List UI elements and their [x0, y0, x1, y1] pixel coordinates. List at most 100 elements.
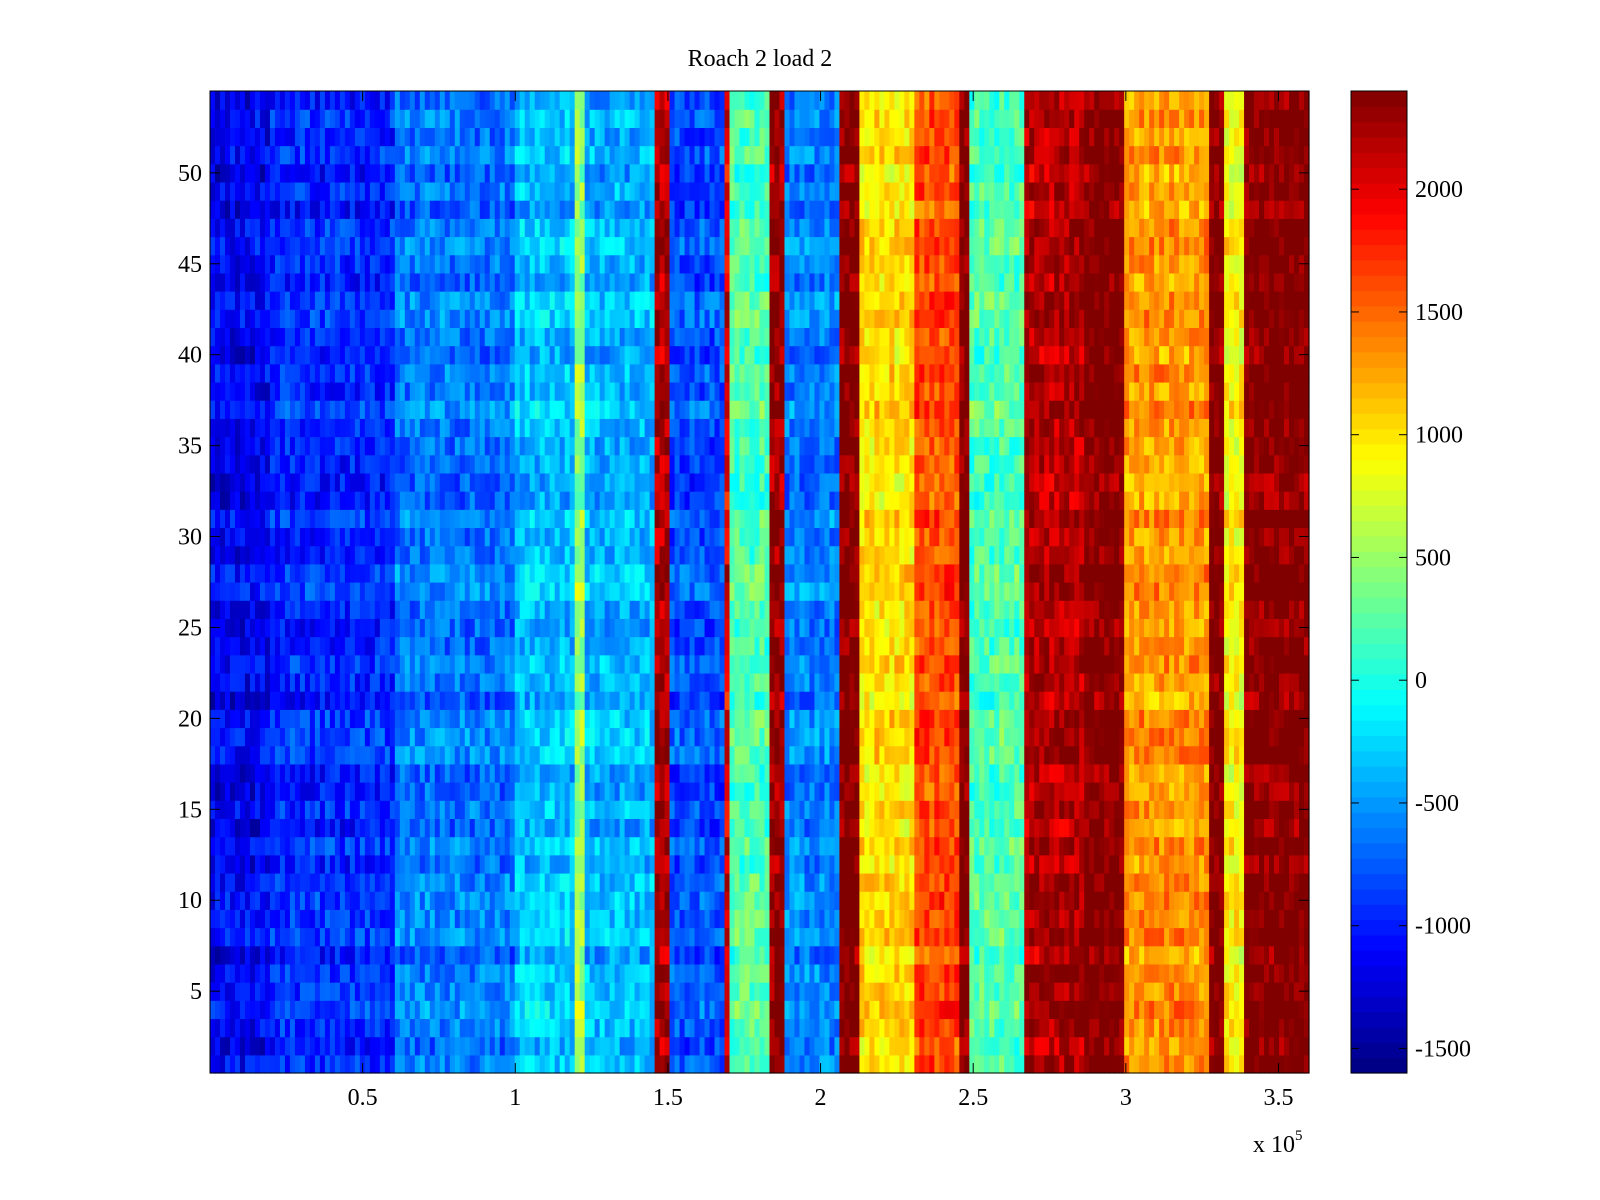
- heatmap-cell: [224, 945, 231, 965]
- heatmap-cell: [384, 691, 391, 710]
- heatmap-cell: [364, 691, 371, 710]
- heatmap-cell: [669, 818, 676, 838]
- heatmap-cell: [409, 563, 416, 583]
- heatmap-cell: [624, 527, 631, 547]
- heatmap-cell: [429, 127, 436, 147]
- heatmap-cell: [319, 854, 326, 874]
- heatmap-cell: [414, 854, 421, 874]
- heatmap-cell: [394, 891, 401, 910]
- heatmap-cell: [274, 145, 281, 165]
- heatmap-cell: [469, 254, 476, 274]
- heatmap-cell: [529, 727, 536, 747]
- heatmap-cell: [389, 982, 396, 1001]
- heatmap-cell: [389, 672, 396, 692]
- heatmap-cell: [599, 272, 606, 292]
- heatmap-cell: [304, 127, 311, 147]
- heatmap-cell: [364, 1000, 371, 1020]
- heatmap-cell: [264, 582, 271, 601]
- heatmap-cell: [344, 727, 351, 747]
- heatmap-cell: [419, 109, 426, 128]
- heatmap-cell: [659, 800, 666, 820]
- heatmap-cell: [614, 491, 621, 510]
- heatmap-cell: [299, 691, 306, 710]
- heatmap-cell: [229, 345, 236, 365]
- heatmap-cell: [499, 709, 506, 729]
- heatmap-cell: [589, 272, 596, 292]
- heatmap-cell: [499, 1054, 506, 1074]
- heatmap-cell: [454, 1018, 461, 1038]
- heatmap-cell: [529, 1000, 536, 1020]
- heatmap-cell: [354, 691, 361, 710]
- heatmap-cell: [364, 291, 371, 310]
- heatmap-cell: [284, 672, 291, 692]
- heatmap-cell: [449, 672, 456, 692]
- heatmap-cell: [414, 236, 421, 256]
- heatmap-cell: [434, 91, 441, 110]
- heatmap-cell: [464, 327, 471, 347]
- heatmap-cell: [569, 200, 576, 219]
- heatmap-cell: [249, 309, 256, 329]
- heatmap-cell: [504, 200, 511, 219]
- heatmap-cell: [564, 945, 571, 965]
- heatmap-cell: [359, 600, 366, 619]
- heatmap-cell: [249, 800, 256, 820]
- heatmap-cell: [299, 363, 306, 383]
- heatmap-cell: [474, 1018, 481, 1038]
- heatmap-cell: [219, 527, 226, 547]
- heatmap-cell: [504, 982, 511, 1001]
- heatmap-cell: [544, 91, 551, 110]
- heatmap-cell: [614, 509, 621, 529]
- heatmap-cell: [424, 509, 431, 529]
- heatmap-cell: [569, 163, 576, 183]
- heatmap-cell: [464, 563, 471, 583]
- heatmap-cell: [459, 600, 466, 619]
- heatmap-cell: [479, 582, 486, 601]
- heatmap-cell: [274, 763, 281, 783]
- heatmap-cell: [449, 1000, 456, 1020]
- heatmap-cell: [589, 563, 596, 583]
- heatmap-cell: [324, 291, 331, 310]
- heatmap-cell: [649, 582, 656, 601]
- heatmap-cell: [414, 454, 421, 474]
- heatmap-cell: [514, 145, 521, 165]
- heatmap-cell: [644, 509, 651, 529]
- heatmap-cell: [314, 945, 321, 965]
- heatmap-cell: [279, 909, 286, 929]
- heatmap-cell: [514, 891, 521, 910]
- heatmap-cell: [504, 654, 511, 674]
- heatmap-cell: [574, 963, 581, 983]
- heatmap-cell: [409, 763, 416, 783]
- heatmap-cell: [210, 654, 216, 674]
- heatmap-cell: [624, 472, 631, 492]
- heatmap-cell: [629, 109, 636, 128]
- heatmap-cell: [624, 963, 631, 983]
- heatmap-cell: [459, 1036, 466, 1056]
- heatmap-cell: [454, 527, 461, 547]
- heatmap-cell: [499, 291, 506, 310]
- heatmap-cell: [624, 109, 631, 128]
- heatmap-cell: [504, 1036, 511, 1056]
- heatmap-cell: [649, 145, 656, 165]
- heatmap-cell: [319, 545, 326, 565]
- heatmap-cell: [429, 582, 436, 601]
- heatmap-cell: [594, 491, 601, 510]
- heatmap-cell: [384, 200, 391, 219]
- heatmap-cell: [409, 891, 416, 910]
- heatmap-cell: [534, 1018, 541, 1038]
- heatmap-cell: [269, 1036, 276, 1056]
- heatmap-cell: [239, 618, 246, 638]
- heatmap-cell: [459, 582, 466, 601]
- heatmap-cell: [215, 672, 221, 692]
- heatmap-cell: [594, 763, 601, 783]
- heatmap-cell: [289, 872, 296, 892]
- heatmap-cell: [599, 600, 606, 619]
- heatmap-cell: [404, 1000, 411, 1020]
- heatmap-cell: [429, 909, 436, 929]
- heatmap-cell: [374, 109, 381, 128]
- heatmap-cell: [319, 200, 326, 219]
- heatmap-cell: [224, 1054, 231, 1074]
- heatmap-cell: [504, 291, 511, 310]
- heatmap-cell: [210, 727, 216, 747]
- heatmap-cell: [229, 272, 236, 292]
- heatmap-cell: [459, 491, 466, 510]
